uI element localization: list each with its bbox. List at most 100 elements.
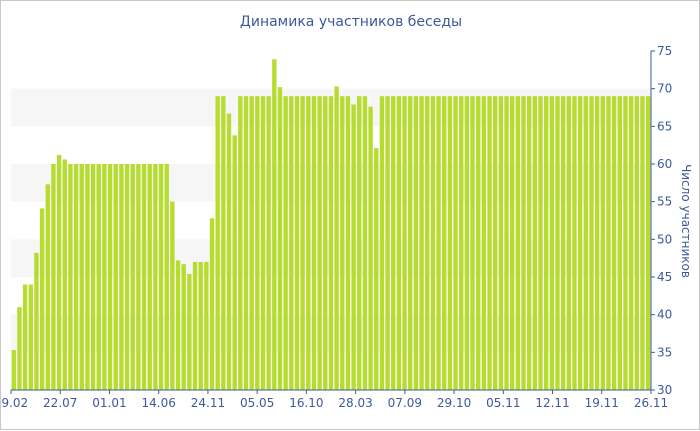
bar xyxy=(640,96,645,390)
bar xyxy=(464,96,470,390)
bar xyxy=(493,96,498,390)
bar xyxy=(119,164,124,390)
y-tick-label: 70 xyxy=(657,82,672,96)
bar xyxy=(323,96,328,390)
bar xyxy=(141,164,147,390)
bar xyxy=(425,96,430,390)
y-tick-label: 60 xyxy=(657,157,672,171)
x-tick-label: 05.05 xyxy=(240,396,274,410)
x-tick-label: 26.11 xyxy=(634,396,668,410)
bar xyxy=(413,96,419,390)
bar xyxy=(583,96,588,390)
bar xyxy=(45,184,50,390)
bar xyxy=(255,96,260,390)
bar xyxy=(198,261,203,390)
bar xyxy=(566,96,572,390)
x-tick-label: 16.10 xyxy=(289,396,323,410)
bar xyxy=(147,164,152,390)
bar xyxy=(453,96,458,390)
bar xyxy=(334,86,339,390)
bar xyxy=(283,96,288,390)
bar xyxy=(85,164,90,390)
bar xyxy=(249,96,254,390)
bar xyxy=(447,96,453,390)
bar xyxy=(555,96,560,390)
bar xyxy=(79,164,84,390)
x-tick-label: 12.11 xyxy=(535,396,569,410)
y-tick-label: 50 xyxy=(657,232,672,246)
bar xyxy=(436,96,441,390)
bar xyxy=(391,96,396,390)
bar xyxy=(170,201,175,390)
bar xyxy=(306,96,311,390)
x-tick-label: 07.09 xyxy=(388,396,422,410)
bar xyxy=(328,96,334,390)
x-tick-label: 24.11 xyxy=(191,396,225,410)
bar xyxy=(113,164,118,390)
x-tick-label: 22.07 xyxy=(43,396,77,410)
bar xyxy=(62,159,67,390)
y-tick-label: 55 xyxy=(657,195,672,209)
bar xyxy=(589,96,594,390)
bar xyxy=(56,154,62,390)
bar xyxy=(600,96,605,390)
bar xyxy=(606,96,611,390)
y-tick-label: 30 xyxy=(657,383,672,397)
bar xyxy=(623,96,628,390)
bar xyxy=(39,208,45,390)
x-tick-label: 09.02 xyxy=(1,396,28,410)
bar xyxy=(107,164,113,390)
bar xyxy=(510,96,515,390)
bar xyxy=(272,59,277,390)
x-tick-label: 14.06 xyxy=(142,396,176,410)
bar xyxy=(73,164,79,390)
bar xyxy=(481,96,487,390)
bar xyxy=(498,96,504,390)
bar xyxy=(136,164,141,390)
bar xyxy=(504,96,509,390)
bar xyxy=(317,96,322,390)
bar xyxy=(340,96,345,390)
bar xyxy=(351,104,356,390)
bar xyxy=(470,96,475,390)
bar xyxy=(345,96,351,390)
bar xyxy=(645,96,651,390)
bar xyxy=(51,164,56,390)
bar xyxy=(175,260,181,390)
bar xyxy=(209,218,215,390)
bar xyxy=(476,96,481,390)
bar xyxy=(402,96,407,390)
bar xyxy=(408,96,413,390)
bar xyxy=(300,96,305,390)
bar-series xyxy=(11,59,651,390)
chart-title: Динамика участников беседы xyxy=(239,14,463,30)
bar xyxy=(289,96,294,390)
bar xyxy=(532,96,538,390)
y-tick-label: 65 xyxy=(657,119,672,133)
bar xyxy=(204,261,209,390)
bar xyxy=(549,96,555,390)
bar xyxy=(396,96,402,390)
x-tick-label: 28.03 xyxy=(338,396,372,410)
y-tick-label: 75 xyxy=(657,44,672,58)
bar xyxy=(538,96,543,390)
bar xyxy=(577,96,583,390)
bar xyxy=(277,87,283,390)
bar xyxy=(374,148,379,390)
bar xyxy=(164,164,169,390)
bar xyxy=(28,284,33,390)
bar xyxy=(572,96,577,390)
bar xyxy=(379,96,385,390)
y-tick-label: 40 xyxy=(657,308,672,322)
bar xyxy=(187,273,192,390)
y-tick-label: 45 xyxy=(657,270,672,284)
y-axis: 30 35 40 45 50 55 60 65 70 75 xyxy=(650,44,672,397)
bar xyxy=(226,113,232,390)
bar xyxy=(153,164,158,390)
bar xyxy=(124,164,130,390)
bar xyxy=(487,96,492,390)
bar xyxy=(594,96,600,390)
bar xyxy=(611,96,617,390)
bar xyxy=(11,350,16,390)
